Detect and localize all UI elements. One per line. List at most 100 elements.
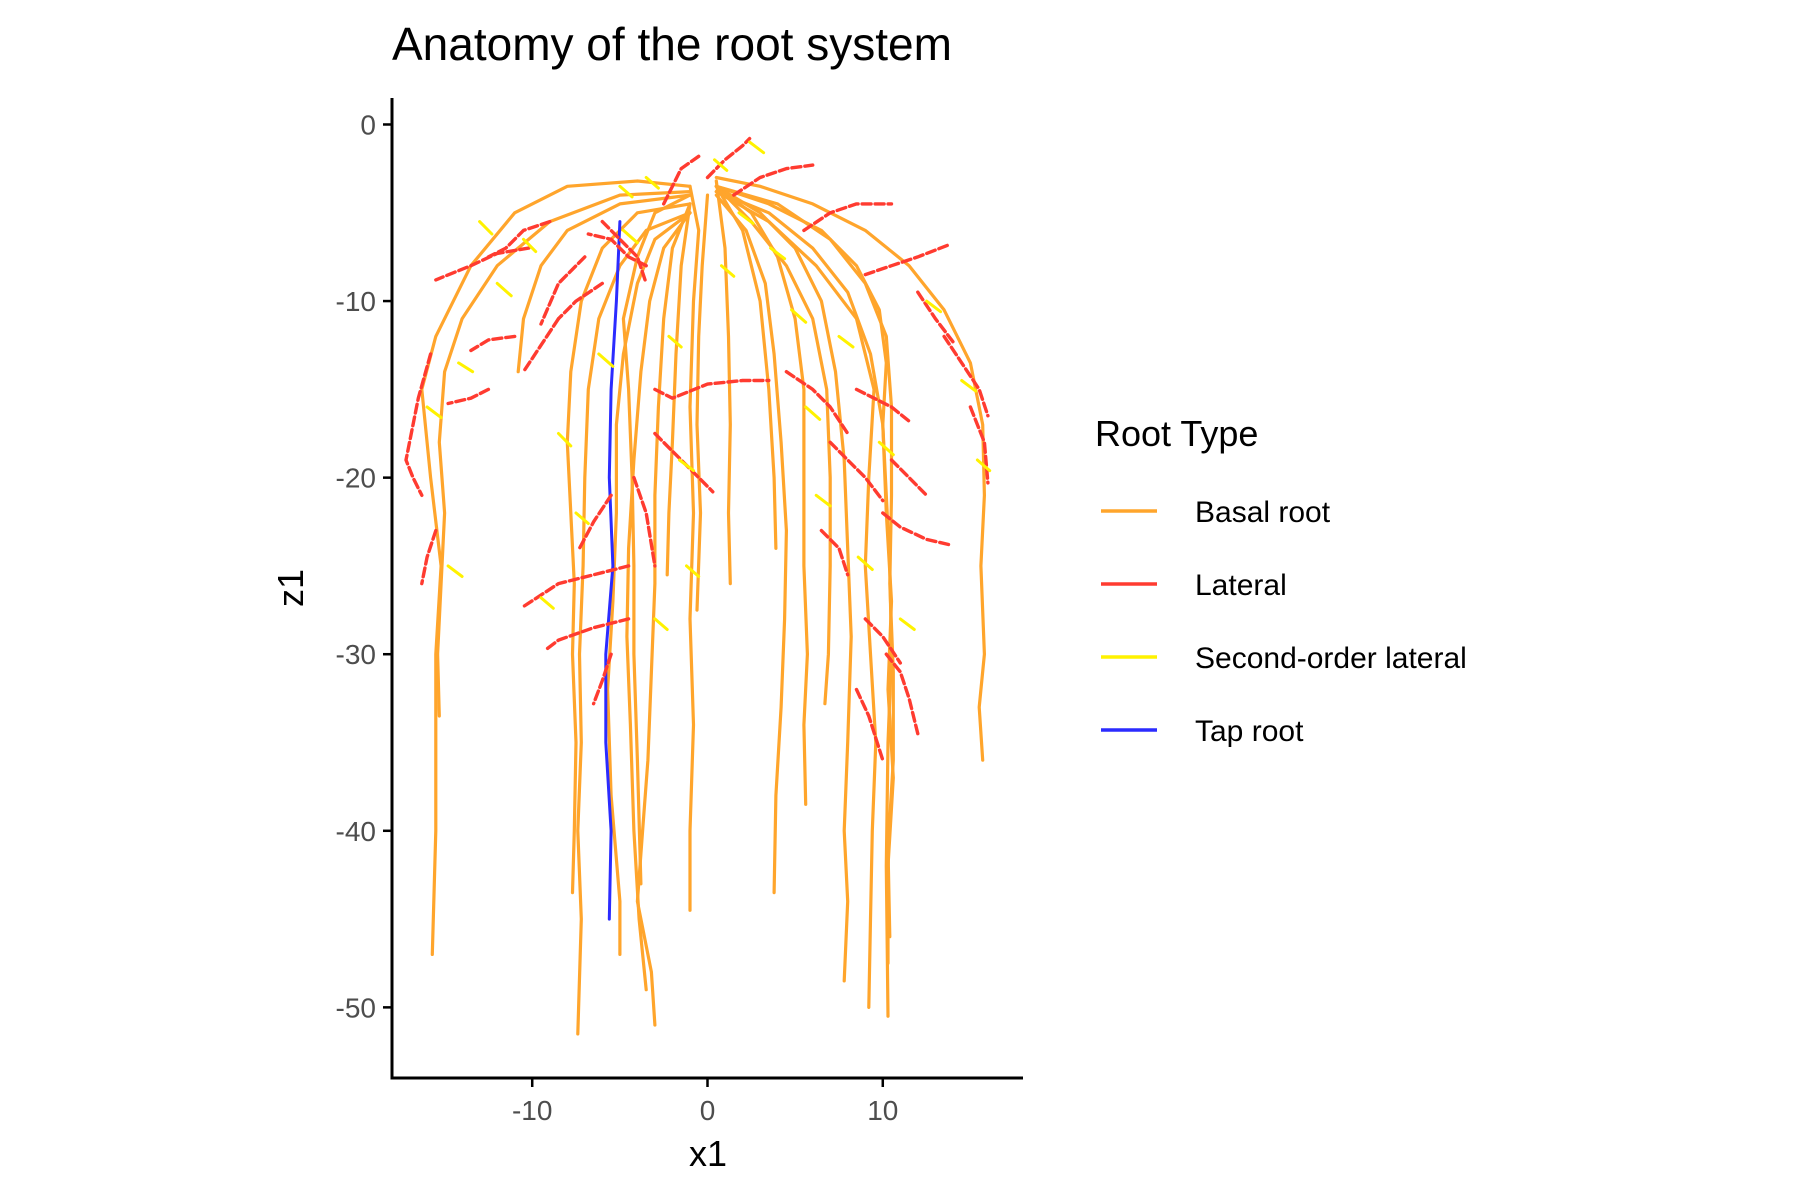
- lateral-path: [591, 652, 613, 706]
- basal-root-path: [606, 211, 692, 956]
- basal-root-path: [420, 179, 692, 956]
- second-order-lateral-path: [814, 493, 832, 508]
- second-order-lateral-path: [425, 405, 443, 420]
- second-order-lateral-path: [790, 308, 808, 324]
- basal-root-path: [714, 175, 986, 762]
- lateral-path: [486, 219, 552, 259]
- series-basal-root: [420, 175, 986, 1036]
- lateral-path: [784, 370, 850, 436]
- second-order-lateral-path: [837, 334, 855, 349]
- second-order-lateral-path: [667, 334, 683, 349]
- second-order-lateral-path: [522, 237, 538, 254]
- series-lateral: [404, 136, 990, 762]
- series-second-order-lateral: [425, 140, 992, 631]
- lateral-path: [968, 405, 990, 485]
- second-order-lateral-path: [478, 220, 494, 236]
- chart-title: Anatomy of the root system: [392, 18, 952, 70]
- lateral-path: [863, 242, 952, 277]
- y-tick-label: -50: [336, 992, 376, 1023]
- second-order-lateral-path: [644, 176, 660, 190]
- lateral-path: [854, 687, 885, 762]
- lateral-path: [705, 136, 752, 180]
- lateral-path: [942, 334, 990, 418]
- second-order-lateral-path: [898, 617, 916, 631]
- basal-root-path: [688, 184, 701, 912]
- y-tick-label: -10: [336, 286, 376, 317]
- x-tick-label: 0: [700, 1095, 716, 1126]
- second-order-lateral-path: [457, 361, 475, 374]
- lateral-path: [404, 352, 433, 497]
- basal-root-path: [635, 202, 692, 1027]
- lateral-path: [521, 564, 631, 609]
- lateral-path: [802, 202, 894, 233]
- basal-root-path: [516, 193, 692, 374]
- lateral-path: [863, 617, 902, 665]
- basal-root-path: [714, 190, 878, 1009]
- second-order-lateral-path: [960, 379, 978, 393]
- lateral-path: [653, 378, 771, 400]
- lateral-path: [434, 246, 531, 282]
- lateral-path: [662, 154, 701, 206]
- second-order-lateral-path: [621, 228, 639, 245]
- legend-title: Root Type: [1095, 413, 1258, 454]
- lateral-path: [884, 652, 920, 736]
- basal-root-path: [714, 193, 788, 895]
- x-axis-ticks: -10 0 10: [512, 1078, 898, 1126]
- second-order-lateral-path: [539, 596, 555, 610]
- basal-root-path: [621, 193, 692, 886]
- lateral-path: [854, 387, 911, 423]
- plot-area: [404, 136, 992, 1036]
- second-order-lateral-path: [678, 458, 695, 473]
- lateral-path: [539, 255, 587, 326]
- legend-label-basal-root: Basal root: [1195, 496, 1331, 529]
- lateral-path: [881, 511, 952, 547]
- second-order-lateral-path: [495, 281, 513, 298]
- lateral-path: [916, 290, 955, 344]
- second-order-lateral-path: [925, 299, 943, 314]
- basal-root-path: [714, 184, 832, 706]
- lateral-path: [556, 281, 604, 321]
- series-tap-root: [604, 220, 622, 921]
- second-order-lateral-path: [877, 440, 895, 457]
- second-order-lateral-path: [748, 140, 766, 155]
- lateral-path: [446, 387, 491, 406]
- lateral-path: [819, 528, 850, 577]
- second-order-lateral-path: [804, 405, 822, 421]
- second-order-lateral-path: [574, 511, 590, 525]
- x-tick-label: 10: [867, 1095, 898, 1126]
- second-order-lateral-path: [769, 246, 787, 261]
- tap-root-path: [604, 220, 622, 921]
- basal-root-path: [436, 190, 692, 718]
- legend-entries: Basal root Lateral Second-order lateral Tap…: [1101, 496, 1467, 748]
- legend-label-lateral: Lateral: [1195, 569, 1287, 602]
- second-order-lateral-path: [975, 458, 992, 473]
- lateral-path: [521, 317, 561, 374]
- basal-root-path: [695, 193, 710, 612]
- y-axis-ticks: 0 -10 -20 -30 -40 -50: [336, 109, 392, 1023]
- lateral-path: [469, 334, 517, 353]
- lateral-path: [542, 617, 631, 653]
- second-order-lateral-path: [597, 352, 615, 368]
- x-axis-title: x1: [689, 1133, 727, 1174]
- basal-root-path: [714, 184, 894, 1018]
- y-tick-label: -30: [336, 639, 376, 670]
- y-tick-label: -40: [336, 816, 376, 847]
- second-order-lateral-path: [856, 555, 874, 571]
- second-order-lateral-path: [737, 211, 755, 225]
- basal-root-path: [565, 202, 692, 895]
- y-tick-label: 0: [360, 109, 376, 140]
- second-order-lateral-path: [720, 264, 736, 278]
- legend: Root Type Basal root Lateral Second-order …: [1095, 413, 1467, 748]
- lateral-path: [632, 475, 657, 568]
- lateral-path: [732, 163, 815, 197]
- lateral-path: [889, 458, 929, 497]
- second-order-lateral-path: [618, 184, 634, 199]
- legend-label-second-order-lateral: Second-order lateral: [1195, 642, 1467, 675]
- x-tick-label: -10: [512, 1095, 552, 1126]
- y-tick-label: -20: [336, 463, 376, 494]
- y-axis-title: z1: [270, 569, 311, 607]
- basal-root-path: [625, 211, 692, 992]
- lateral-path: [600, 219, 648, 286]
- lateral-path: [420, 528, 438, 586]
